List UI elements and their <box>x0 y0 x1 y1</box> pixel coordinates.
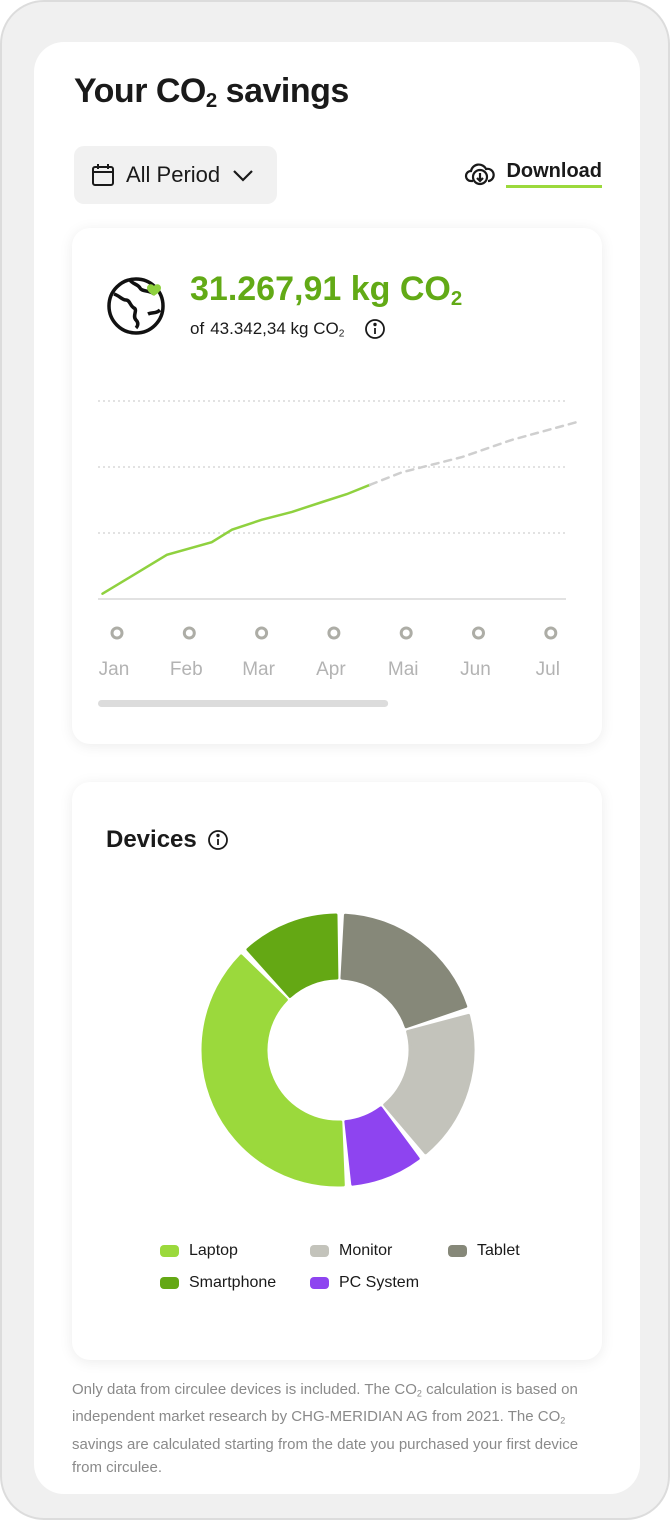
savings-line <box>101 483 372 595</box>
download-label: Download <box>506 160 602 188</box>
savings-sheet: Your CO2 savings All Period Download 31.… <box>34 42 640 1494</box>
co2-total-value: 43.342,34 kg CO2 <box>210 318 345 340</box>
period-dropdown[interactable]: All Period <box>74 146 277 204</box>
page-title: Your CO2 savings <box>74 72 349 113</box>
savings-line-chart: Jan Feb Mar Apr Mai Jun Jul <box>98 400 579 707</box>
month-label: Jan <box>99 659 130 680</box>
co2-saved-value: 31.267,91 kg CO2 <box>190 270 463 311</box>
chevron-down-icon <box>233 170 253 182</box>
month-marker[interactable] <box>182 626 196 640</box>
horizontal-scrollbar[interactable] <box>98 700 389 707</box>
month-label: Jul <box>536 659 560 680</box>
download-button[interactable]: Download <box>464 160 602 188</box>
savings-chart-card: 31.267,91 kg CO2 of 43.342,34 kg CO2 Jan… <box>72 228 602 744</box>
co2-total: of 43.342,34 kg CO2 <box>190 318 386 340</box>
devices-title: Devices <box>106 826 229 854</box>
donut-slice-pc-system[interactable] <box>344 1106 420 1186</box>
donut-slice-smartphone[interactable] <box>246 913 339 998</box>
info-icon[interactable] <box>207 829 229 851</box>
period-label: All Period <box>126 162 221 187</box>
devices-legend: Laptop Monitor Tablet Smartphone PC Syst… <box>160 1242 560 1292</box>
projected-line <box>368 420 579 487</box>
month-label: Jun <box>460 659 491 680</box>
devices-card: Devices Laptop Monitor Tablet Smartphone… <box>72 782 602 1360</box>
month-marker[interactable] <box>472 626 485 640</box>
legend-item-tablet: Tablet <box>448 1242 558 1260</box>
devices-donut-chart <box>201 913 475 1187</box>
month-label: Feb <box>170 659 203 680</box>
calendar-icon <box>92 164 114 186</box>
donut-slice-tablet[interactable] <box>340 913 468 1029</box>
legend-item-laptop: Laptop <box>160 1242 310 1260</box>
month-label: Mar <box>242 659 275 680</box>
month-marker[interactable] <box>327 626 341 640</box>
legend-item-pc-system: PC System <box>310 1274 448 1292</box>
cloud-download-icon <box>465 163 496 186</box>
month-marker[interactable] <box>110 626 124 640</box>
legend-item-smartphone: Smartphone <box>160 1274 310 1292</box>
month-label: Mai <box>388 659 419 680</box>
month-label: Apr <box>316 659 346 680</box>
month-marker[interactable] <box>255 626 269 640</box>
info-icon[interactable] <box>364 318 386 340</box>
of-label: of <box>190 319 205 338</box>
month-marker[interactable] <box>399 626 413 640</box>
legend-item-monitor: Monitor <box>310 1242 448 1260</box>
month-marker[interactable] <box>544 626 558 640</box>
donut-slice-laptop[interactable] <box>201 954 345 1187</box>
globe-heart-icon <box>107 277 165 335</box>
footnote: Only data from circulee devices is inclu… <box>72 1381 579 1476</box>
donut-slice-monitor[interactable] <box>383 1013 475 1155</box>
